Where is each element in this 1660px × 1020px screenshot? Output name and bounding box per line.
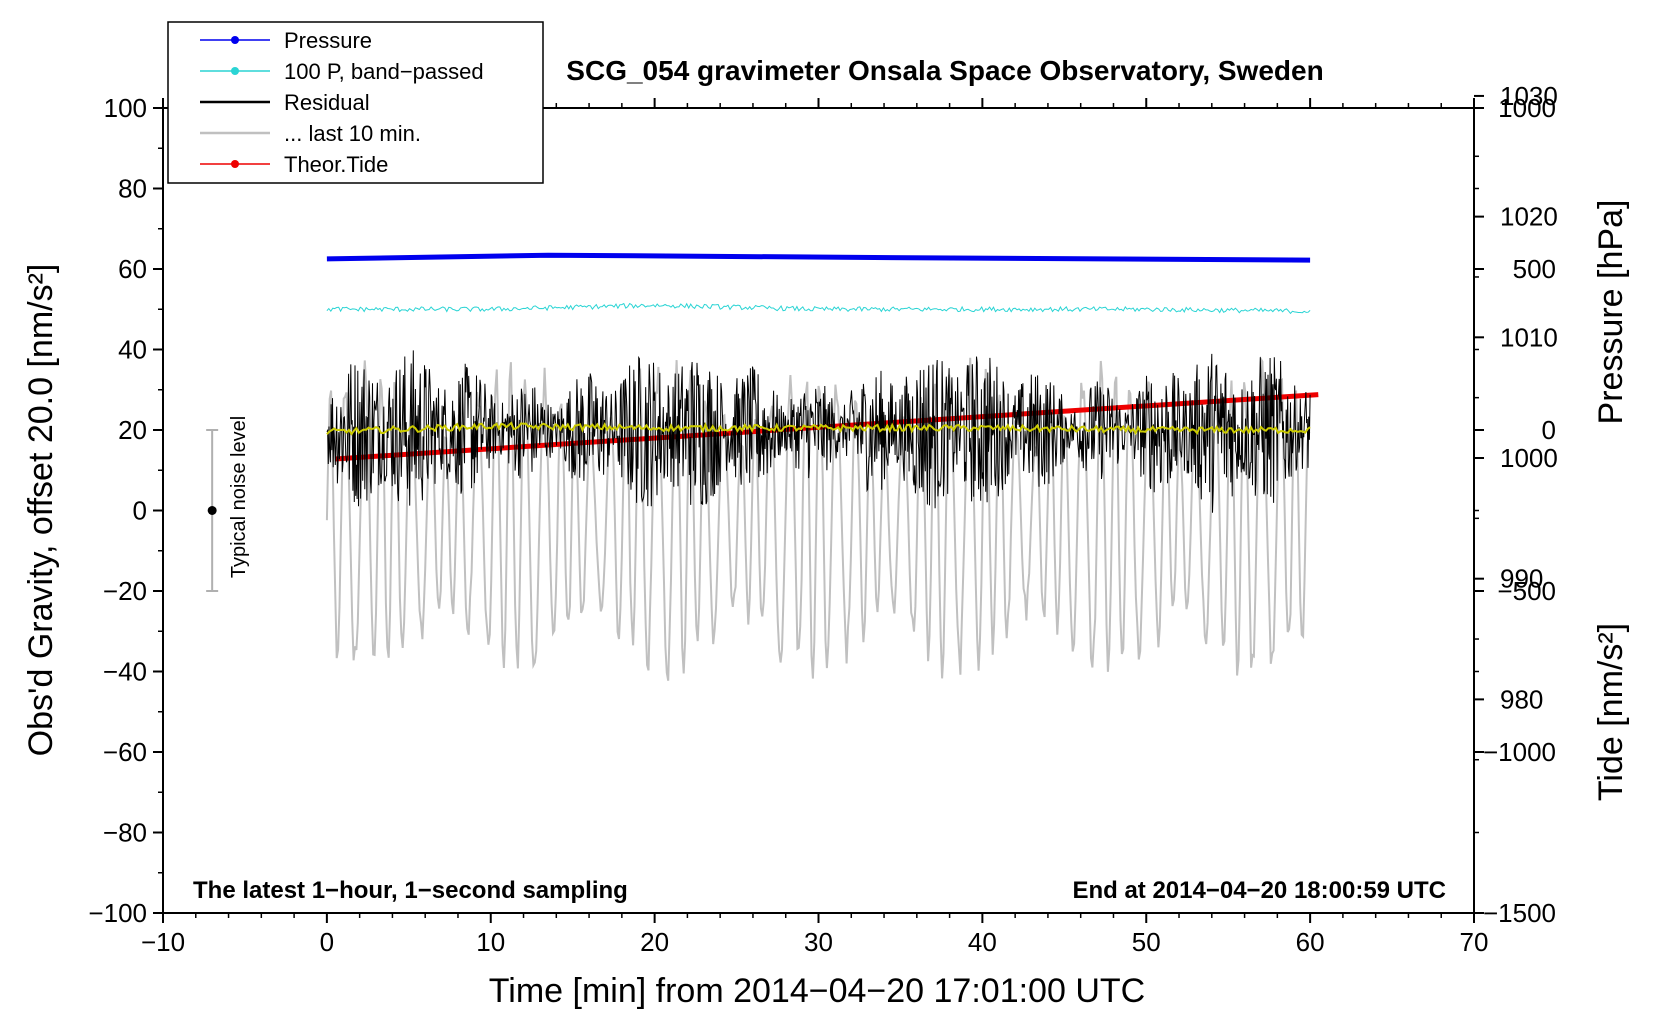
x-tick-label: 30 <box>804 927 833 957</box>
tide-tick-label: −500 <box>1497 576 1556 606</box>
legend-marker-1 <box>231 67 239 75</box>
legend-label-4: Theor.Tide <box>284 152 388 177</box>
y-axis-title-text: Obs'd Gravity, offset 20.0 [nm/s²] <box>22 264 60 757</box>
y-tick-label: −80 <box>103 818 147 848</box>
legend-label-1: 100 P, band−passed <box>284 59 484 84</box>
noise-label: Typical noise level <box>228 416 250 578</box>
legend-label-0: Pressure <box>284 28 372 53</box>
noise-bar <box>206 429 219 592</box>
pressure-tick-label: 1010 <box>1500 322 1558 352</box>
x-tick-label: 40 <box>968 927 997 957</box>
y-tick-label: 100 <box>104 93 147 123</box>
pressure-tick-label: 1000 <box>1500 443 1558 473</box>
y-tick-label: 20 <box>118 415 147 445</box>
tide-tick-label: 1000 <box>1498 93 1556 123</box>
tide-axis-title: Tide [nm/s²] <box>1592 623 1630 801</box>
pressure-tick-label: 1030 <box>1500 81 1558 111</box>
x-tick-label: 20 <box>640 927 669 957</box>
tide-tick-label: 500 <box>1513 254 1556 284</box>
y-axis-title: Obs'd Gravity, offset 20.0 [nm/s²] <box>22 264 60 757</box>
series-residual <box>326 350 1311 513</box>
x-tick-label: 70 <box>1460 927 1489 957</box>
y-tick-label: 80 <box>118 174 147 204</box>
legend-marker-4 <box>231 160 239 168</box>
pressure-tick-label: 1020 <box>1500 202 1558 232</box>
y-tick-label: −40 <box>103 657 147 687</box>
series-last-10-min <box>325 355 1311 681</box>
tide-tick-label: −1000 <box>1483 737 1556 767</box>
noise-bar-center-dot <box>207 506 217 515</box>
series-mean-residual <box>326 421 1311 436</box>
x-tick-label: 10 <box>476 927 505 957</box>
chart-title: SCG_054 gravimeter Onsala Space Observat… <box>566 55 1323 86</box>
legend-marker-0 <box>231 36 239 44</box>
tide-tick-label: −1500 <box>1483 898 1556 928</box>
series-pressure <box>326 252 1311 263</box>
y-tick-label: −100 <box>88 898 147 928</box>
y-tick-label: 60 <box>118 254 147 284</box>
series-pressure-band-passed <box>326 302 1311 315</box>
tide-tick-label: 0 <box>1542 415 1556 445</box>
x-tick-label: −10 <box>141 927 185 957</box>
legend: Pressure 100 P, band−passed Residual ... la… <box>167 21 544 184</box>
pressure-tick-label: 990 <box>1500 564 1543 594</box>
x-tick-label: 0 <box>320 927 334 957</box>
x-axis-title: Time [min] from 2014−04−20 17:01:00 UTC <box>489 972 1145 1010</box>
y-tick-label: −20 <box>103 576 147 606</box>
x-tick-label: 50 <box>1132 927 1161 957</box>
legend-label-3: ... last 10 min. <box>284 121 421 146</box>
pressure-axis-title: Pressure [hPa] <box>1592 200 1630 425</box>
annotation-sampling: The latest 1−hour, 1−second sampling <box>193 877 628 904</box>
pressure-tick-label: 980 <box>1500 684 1543 714</box>
legend-label-2: Residual <box>284 90 370 115</box>
annotation-end-time: End at 2014−04−20 18:00:59 UTC <box>1072 877 1446 904</box>
y-tick-label: 40 <box>118 335 147 365</box>
y-tick-label: −60 <box>103 737 147 767</box>
x-tick-label: 60 <box>1296 927 1325 957</box>
y-tick-label: 0 <box>133 496 147 526</box>
